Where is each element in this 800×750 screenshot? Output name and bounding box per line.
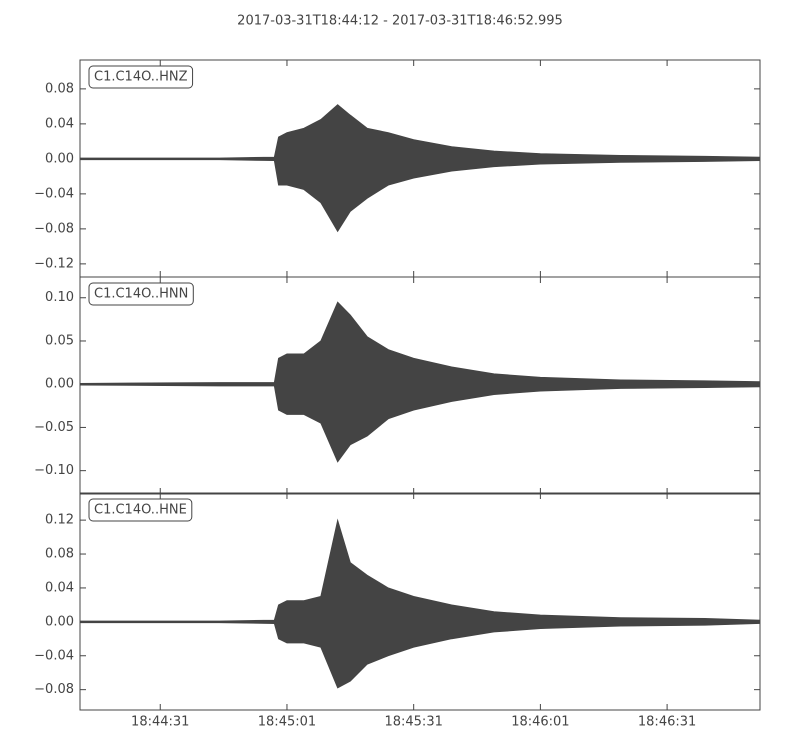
chart-title: 2017-03-31T18:44:12 - 2017-03-31T18:46:5… xyxy=(237,14,563,29)
y-tick-label: −0.08 xyxy=(34,221,74,236)
panel-frame xyxy=(79,492,761,711)
x-tick-label: 18:45:31 xyxy=(384,715,442,730)
trace-label: C1.C14O..HNE xyxy=(94,503,187,518)
y-tick-label: −0.08 xyxy=(34,682,74,697)
y-tick-label: 0.00 xyxy=(45,151,74,166)
y-tick-label: 0.00 xyxy=(45,614,74,629)
waveform-envelope xyxy=(79,158,761,233)
waveform-envelope xyxy=(79,621,761,689)
y-tick-label: 0.08 xyxy=(45,81,74,96)
x-tick-label: 18:46:01 xyxy=(511,715,569,730)
x-tick-label: 18:45:01 xyxy=(258,715,316,730)
y-tick-label: −0.04 xyxy=(34,648,74,663)
trace-label: C1.C14O..HNZ xyxy=(94,70,188,85)
x-tick-label: 18:44:31 xyxy=(131,715,189,730)
y-tick-label: −0.05 xyxy=(34,420,74,435)
y-tick-label: 0.04 xyxy=(45,116,74,131)
trace-label-box xyxy=(88,65,194,89)
y-tick-label: 0.12 xyxy=(45,513,74,528)
y-tick-label: 0.10 xyxy=(45,290,74,305)
trace-label-box xyxy=(88,498,193,522)
y-tick-label: −0.04 xyxy=(34,186,74,201)
y-tick-label: 0.08 xyxy=(45,547,74,562)
trace-label: C1.C14O..HNN xyxy=(94,287,188,302)
y-tick-label: 0.00 xyxy=(45,377,74,392)
trace-label-box xyxy=(88,282,194,306)
waveform-envelope xyxy=(79,383,761,463)
y-tick-label: 0.05 xyxy=(45,333,74,348)
y-tick-label: −0.10 xyxy=(34,463,74,478)
waveform-envelope xyxy=(79,301,761,385)
waveform-envelope xyxy=(79,104,761,160)
x-tick-label: 18:46:31 xyxy=(638,715,696,730)
y-tick-label: −0.12 xyxy=(34,256,74,271)
y-tick-label: 0.04 xyxy=(45,580,74,595)
waveform-envelope xyxy=(79,518,761,623)
panel-frame xyxy=(79,276,761,495)
